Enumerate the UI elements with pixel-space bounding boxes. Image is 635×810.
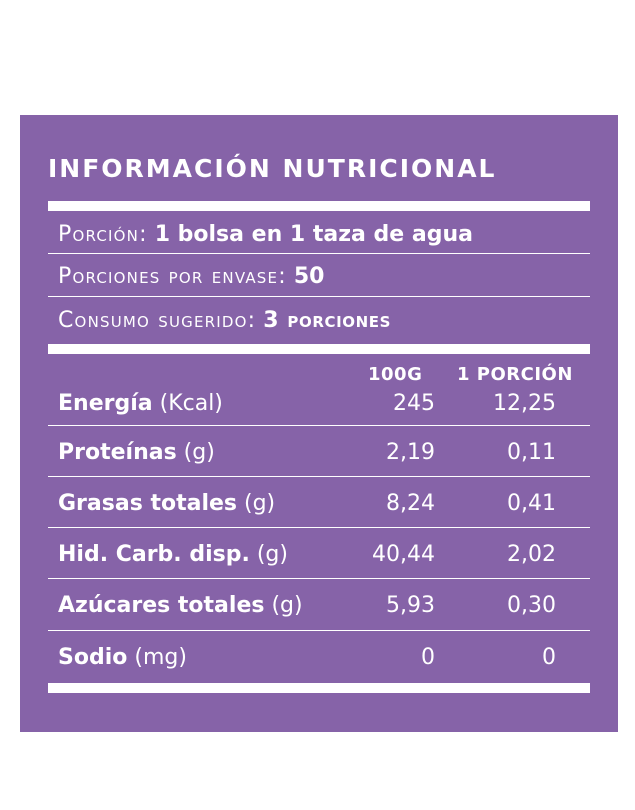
value-per-100g: 245 xyxy=(393,391,435,416)
nutrient-name: Sodio xyxy=(58,645,128,670)
nutrition-panel xyxy=(20,115,618,732)
value-per-100g: 40,44 xyxy=(372,542,435,567)
row-divider-line xyxy=(48,425,590,426)
value-per-portion: 0,11 xyxy=(507,440,556,465)
nutrient-name: Energía xyxy=(58,391,153,416)
nutrient-unit: (Kcal) xyxy=(159,391,223,416)
per-pack-row: Porciones por envase: 50 xyxy=(58,264,324,289)
suggested-label: Consumo sugerido: xyxy=(58,308,257,333)
column-header-100g: 100G xyxy=(368,364,423,385)
divider-line xyxy=(48,296,590,297)
nutrient-label: Energía (Kcal) xyxy=(58,391,223,416)
nutrient-label: Hid. Carb. disp. (g) xyxy=(58,542,288,567)
nutrient-label: Proteínas (g) xyxy=(58,440,215,465)
value-per-100g: 5,93 xyxy=(386,593,435,618)
per-pack-label: Porciones por envase: xyxy=(58,264,287,289)
top-divider-bar xyxy=(48,201,590,211)
value-per-portion: 0,30 xyxy=(507,593,556,618)
row-divider-line xyxy=(48,476,590,477)
divider-line xyxy=(48,253,590,254)
bottom-divider-bar xyxy=(48,683,590,693)
nutrient-label: Sodio (mg) xyxy=(58,645,187,670)
value-per-portion: 0 xyxy=(542,645,556,670)
nutrient-unit: (g) xyxy=(183,440,215,465)
nutrient-name: Azúcares totales xyxy=(58,593,265,618)
row-divider-line xyxy=(48,630,590,631)
middle-divider-bar xyxy=(48,344,590,354)
nutrient-unit: (g) xyxy=(256,542,288,567)
portion-value: 1 bolsa en 1 taza de agua xyxy=(154,222,473,247)
value-per-100g: 0 xyxy=(421,645,435,670)
nutrient-unit: (g) xyxy=(244,491,276,516)
value-per-portion: 0,41 xyxy=(507,491,556,516)
column-header-portion: 1 PORCIÓN xyxy=(457,364,573,385)
value-per-100g: 2,19 xyxy=(386,440,435,465)
row-divider-line xyxy=(48,578,590,579)
nutrient-label: Grasas totales (g) xyxy=(58,491,275,516)
value-per-portion: 2,02 xyxy=(507,542,556,567)
suggested-row: Consumo sugerido: 3 porciones xyxy=(58,308,391,333)
nutrient-unit: (mg) xyxy=(134,645,187,670)
value-per-100g: 8,24 xyxy=(386,491,435,516)
table-title: INFORMACIÓN NUTRICIONAL xyxy=(48,154,497,183)
row-divider-line xyxy=(48,527,590,528)
portion-label: Porción: xyxy=(58,222,148,247)
nutrient-unit: (g) xyxy=(271,593,303,618)
nutrient-label: Azúcares totales (g) xyxy=(58,593,303,618)
nutrient-name: Grasas totales xyxy=(58,491,237,516)
portion-row: Porción: 1 bolsa en 1 taza de agua xyxy=(58,222,473,247)
nutrient-name: Proteínas xyxy=(58,440,177,465)
suggested-value: 3 porciones xyxy=(263,308,392,333)
value-per-portion: 12,25 xyxy=(493,391,556,416)
nutrient-name: Hid. Carb. disp. xyxy=(58,542,250,567)
per-pack-value: 50 xyxy=(293,264,325,289)
